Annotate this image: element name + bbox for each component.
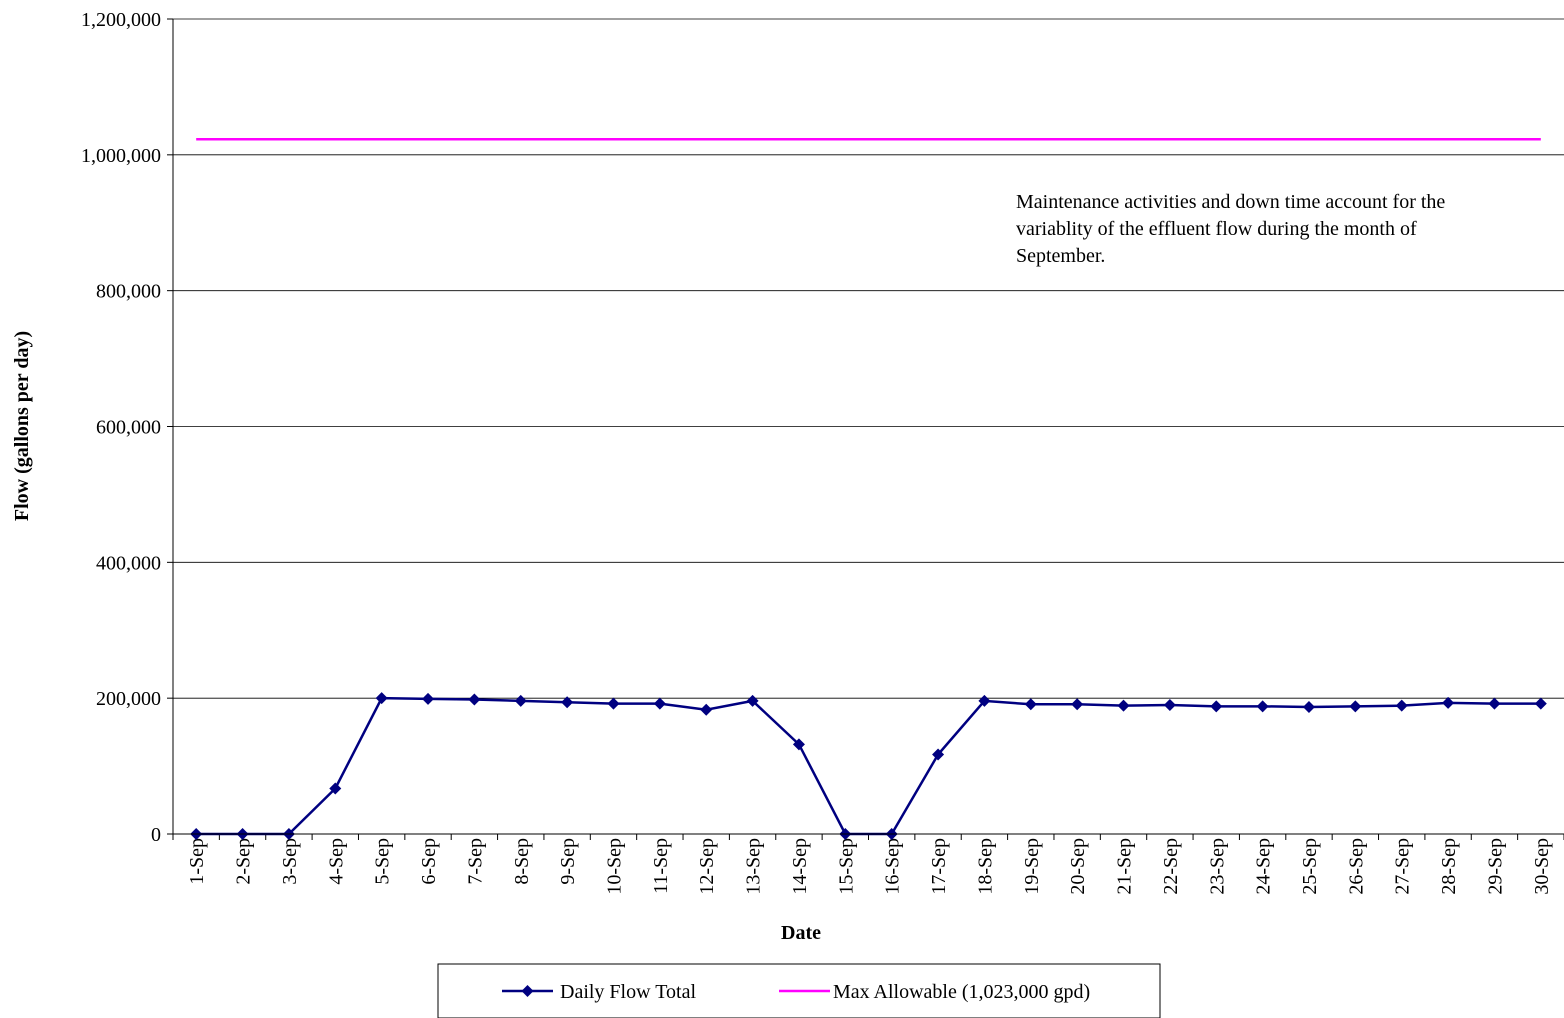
- data-point-daily-flow: [1256, 700, 1269, 713]
- data-point-daily-flow: [375, 692, 388, 705]
- x-tick-label: 6-Sep: [418, 838, 440, 885]
- x-tick-label: 5-Sep: [372, 838, 394, 885]
- series-layer: [190, 137, 1547, 840]
- data-point-daily-flow: [746, 694, 759, 707]
- data-point-daily-flow: [978, 694, 991, 707]
- x-tick-label: 8-Sep: [511, 838, 533, 885]
- y-tick-label: 1,200,000: [81, 9, 161, 31]
- x-tick-label: 28-Sep: [1438, 838, 1460, 895]
- x-tick-label: 1-Sep: [186, 838, 208, 885]
- x-tick-label: 2-Sep: [233, 838, 255, 885]
- data-point-daily-flow: [561, 696, 574, 709]
- annotation-line-2: variablity of the effluent flow during t…: [1016, 218, 1417, 240]
- y-tick-label: 600,000: [96, 417, 161, 439]
- x-tick-label: 22-Sep: [1160, 838, 1182, 895]
- y-axis-ticks: 0 200,000 400,000 600,000 800,000 1,000,000 1,…: [81, 9, 173, 846]
- annotation-line-3: September.: [1016, 245, 1105, 267]
- data-point-daily-flow: [1163, 698, 1176, 711]
- axes: [172, 19, 1564, 835]
- x-tick-label: 24-Sep: [1253, 838, 1275, 895]
- x-tick-label: 17-Sep: [928, 838, 950, 895]
- annotation: Maintenance activities and down time acc…: [1016, 191, 1445, 267]
- data-point-daily-flow: [1395, 699, 1408, 712]
- gridlines: [173, 18, 1564, 699]
- data-point-daily-flow: [653, 697, 666, 710]
- x-tick-label: 18-Sep: [974, 838, 996, 895]
- x-tick-label: 14-Sep: [789, 838, 811, 895]
- annotation-line-1: Maintenance activities and down time acc…: [1016, 191, 1445, 213]
- data-point-daily-flow: [1117, 699, 1130, 712]
- data-point-daily-flow: [1442, 696, 1455, 709]
- x-tick-label: 16-Sep: [882, 838, 904, 895]
- x-tick-label: 15-Sep: [835, 838, 857, 895]
- data-point-daily-flow: [792, 738, 805, 751]
- data-point-daily-flow: [514, 694, 527, 707]
- data-point-daily-flow: [1534, 697, 1547, 710]
- x-tick-label: 9-Sep: [557, 838, 579, 885]
- data-point-daily-flow: [932, 748, 945, 761]
- x-tick-label: 12-Sep: [696, 838, 718, 895]
- legend-label-daily-flow: Daily Flow Total: [560, 981, 696, 1003]
- data-point-daily-flow: [329, 782, 342, 795]
- x-tick-label: 29-Sep: [1484, 838, 1506, 895]
- x-tick-label: 13-Sep: [743, 838, 765, 895]
- legend-marker-daily-flow: [521, 985, 534, 997]
- x-tick-label: 26-Sep: [1345, 838, 1367, 895]
- data-point-daily-flow: [1024, 698, 1037, 711]
- x-tick-label: 11-Sep: [650, 838, 672, 894]
- data-point-daily-flow: [1488, 697, 1501, 710]
- data-point-daily-flow: [1210, 700, 1223, 713]
- x-tick-label: 3-Sep: [279, 838, 301, 885]
- data-point-daily-flow: [468, 693, 481, 706]
- x-tick-label: 4-Sep: [325, 838, 347, 885]
- legend-box: [437, 963, 1161, 1018]
- x-tick-label: 25-Sep: [1299, 838, 1321, 895]
- x-tick-label: 20-Sep: [1067, 838, 1089, 895]
- data-point-daily-flow: [700, 703, 713, 716]
- data-point-daily-flow: [422, 692, 435, 705]
- data-point-daily-flow: [1302, 700, 1315, 713]
- x-tick-label: 19-Sep: [1021, 838, 1043, 895]
- x-tick-label: 30-Sep: [1531, 838, 1553, 895]
- x-tick-label: 27-Sep: [1392, 838, 1414, 895]
- x-tick-label: 10-Sep: [603, 838, 625, 895]
- data-point-daily-flow: [607, 697, 620, 710]
- x-axis-ticks: 1-Sep 2-Sep 3-Sep 4-Sep 5-Sep 6-Sep 7-Sep 8-Sep…: [172, 834, 1564, 895]
- y-tick-label: 0: [151, 824, 161, 846]
- data-point-daily-flow: [1349, 700, 1362, 713]
- x-axis-title: Date: [781, 922, 821, 944]
- x-tick-label: 21-Sep: [1114, 838, 1136, 895]
- y-tick-label: 400,000: [96, 552, 161, 574]
- y-tick-label: 1,000,000: [81, 145, 161, 167]
- y-axis-title: Flow (gallons per day): [11, 331, 33, 521]
- legend: Daily Flow Total Max Allowable (1,023,00…: [437, 963, 1161, 1018]
- x-tick-label: 7-Sep: [464, 838, 486, 885]
- data-point-daily-flow: [1071, 698, 1084, 711]
- y-tick-label: 800,000: [96, 281, 161, 303]
- x-tick-label: 23-Sep: [1206, 838, 1228, 895]
- y-tick-label: 200,000: [96, 688, 161, 710]
- legend-label-max-allowable: Max Allowable (1,023,000 gpd): [833, 981, 1090, 1003]
- series-line-daily-flow: [196, 696, 1541, 836]
